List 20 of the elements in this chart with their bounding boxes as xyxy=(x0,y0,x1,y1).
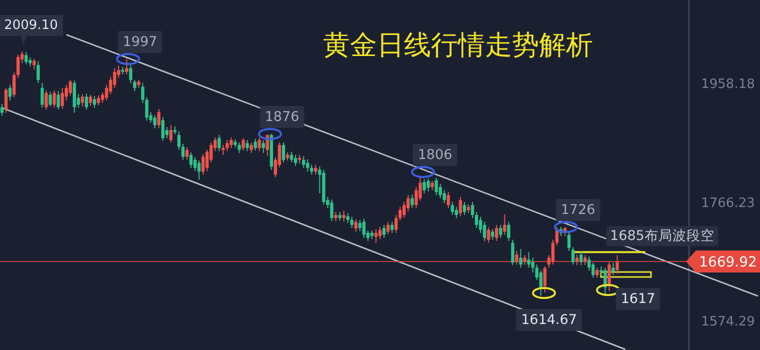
annotation: 2009.10 xyxy=(4,18,58,33)
annotation: 1614.67 xyxy=(521,312,577,328)
annotation: 1997 xyxy=(116,31,162,65)
series-label: 1685布局波段空 xyxy=(610,228,714,244)
annotation: 1726 xyxy=(554,199,600,233)
y-tick-label: 1958.18 xyxy=(701,76,755,92)
y-tick-label: 1766.23 xyxy=(701,196,755,211)
annotation: 1876 xyxy=(264,109,300,125)
y-tick-label: 1574.29 xyxy=(701,314,755,330)
annotation: 2009.10 xyxy=(0,15,63,45)
annotation: 1617 xyxy=(596,284,660,310)
text: 黄金日线行情走势解析 xyxy=(323,30,593,61)
annotation: 1806 xyxy=(411,144,458,178)
annotation: 1997 xyxy=(122,34,158,50)
annotation: 1726 xyxy=(560,202,596,218)
annotation: 1876 xyxy=(258,106,304,140)
annotation: 1806 xyxy=(418,147,452,163)
annotation: 1617 xyxy=(620,291,656,307)
annotation: 1614.67 xyxy=(516,287,582,331)
ref-line-label: 1669.92 xyxy=(699,254,757,270)
